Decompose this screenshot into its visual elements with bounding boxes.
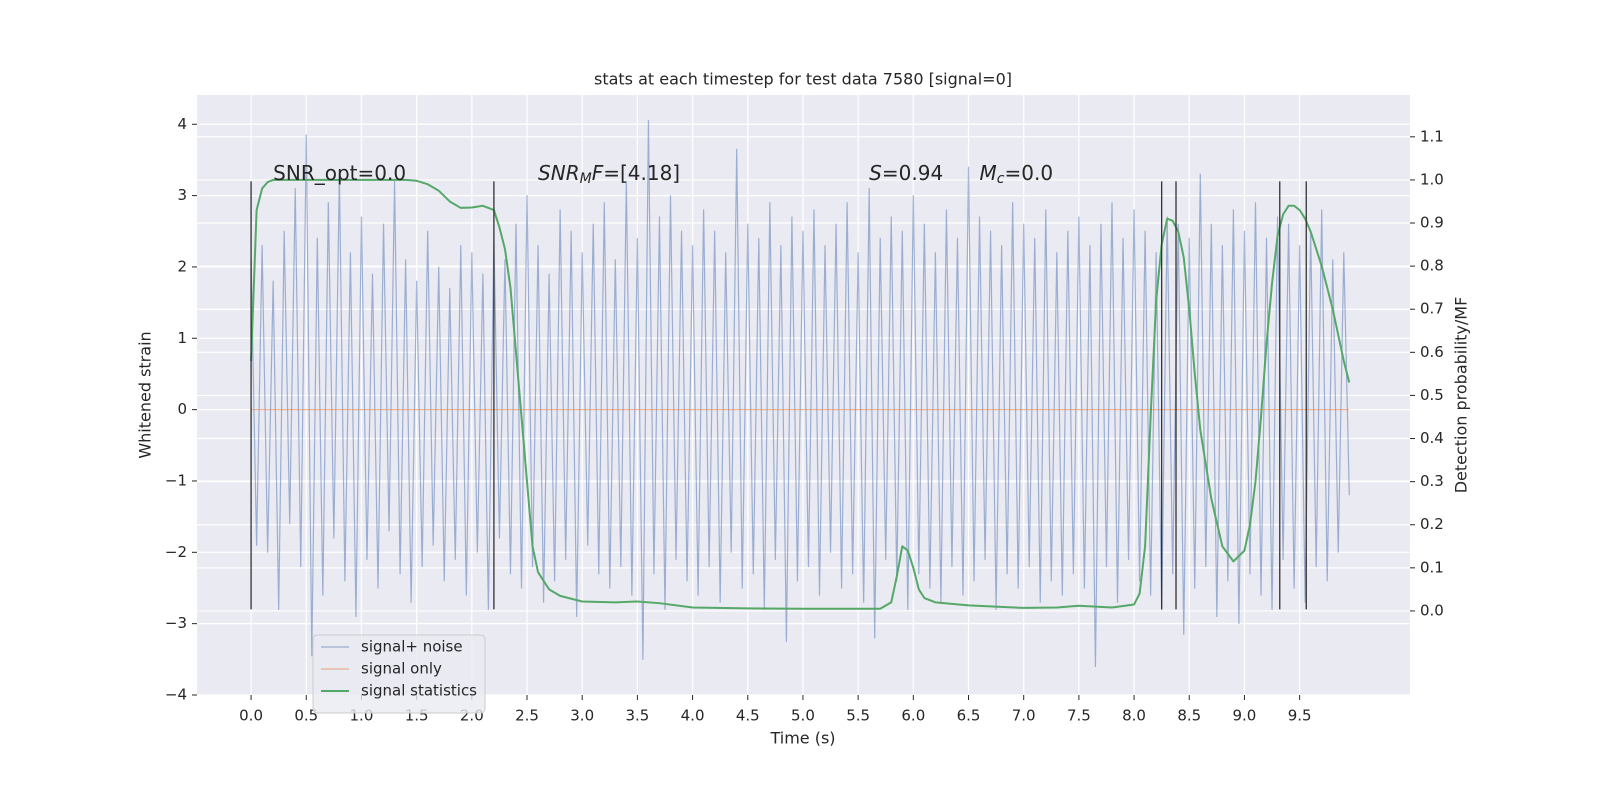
y-tick-label: −1: [165, 471, 187, 489]
y2-tick-label: 1.1: [1420, 127, 1444, 145]
y2-tick-label: 0.2: [1420, 515, 1444, 533]
annotation-part: SNR: [538, 161, 580, 185]
y2-tick-label: 0.0: [1420, 601, 1444, 619]
x-tick-label: 0.5: [294, 707, 318, 725]
y-tick-label: −3: [165, 614, 187, 632]
x-tick-label: 0.0: [239, 707, 263, 725]
y2-axis-label: Detection probability/MF: [1452, 297, 1471, 494]
x-tick-label: 3.0: [570, 707, 594, 725]
x-tick-label: 6.5: [957, 707, 981, 725]
y2-tick-label: 0.4: [1420, 429, 1444, 447]
annotation-part: =[4.18]: [603, 161, 680, 185]
annotation-part: S: [869, 161, 882, 185]
y-tick-label: −2: [165, 543, 187, 561]
series-line: [250, 178, 1351, 610]
y-tick-label: 2: [177, 257, 187, 275]
x-tick-label: 6.0: [901, 707, 925, 725]
x-tick-label: 7.5: [1067, 707, 1091, 725]
y-tick-label: 0: [177, 400, 187, 418]
annotation: Mc=0.0: [980, 161, 1054, 188]
x-tick-label: 8.5: [1177, 707, 1201, 725]
annotation: SNR_opt=0.0: [273, 161, 406, 185]
legend-label: signal only: [361, 660, 442, 678]
y2-tick-label: 0.5: [1420, 386, 1444, 404]
grid: [197, 95, 1410, 696]
series-line: [250, 120, 1350, 668]
annotation-part: SNR_opt=0.0: [273, 161, 406, 185]
y2-tick-label: 1.0: [1420, 170, 1444, 188]
annotation-part: =0.94: [882, 161, 943, 185]
legend-label: signal+ noise: [361, 638, 463, 656]
x-tick-label: 5.0: [791, 707, 815, 725]
y-tick-label: 3: [177, 186, 187, 204]
y2-tick-label: 0.1: [1420, 558, 1444, 576]
x-tick-label: 5.5: [846, 707, 870, 725]
annotation-part: F: [592, 161, 604, 185]
x-tick-label: 7.0: [1012, 707, 1036, 725]
legend-box: [312, 634, 486, 714]
y-axis-label: Whitened strain: [136, 331, 155, 458]
y2-tick-label: 0.3: [1420, 472, 1444, 490]
y-tick-label: 4: [177, 115, 187, 133]
annotation-part: =0.0: [1005, 161, 1054, 185]
x-tick-label: 8.0: [1122, 707, 1146, 725]
annotation-part: M: [980, 161, 997, 185]
x-axis-label: Time (s): [769, 729, 835, 748]
x-tick-label: 4.5: [736, 707, 760, 725]
chart-title: stats at each timestep for test data 758…: [594, 70, 1012, 89]
x-tick-label: 9.0: [1233, 707, 1257, 725]
y-tick-label: 1: [177, 329, 187, 347]
y-tick-label: −4: [165, 686, 187, 704]
y2-tick-label: 0.7: [1420, 300, 1444, 318]
y2-tick-label: 0.9: [1420, 214, 1444, 232]
annotation: S=0.94: [869, 161, 943, 185]
x-tick-label: 9.5: [1288, 707, 1312, 725]
x-tick-label: 3.5: [625, 707, 649, 725]
annotation-part: c: [997, 171, 1005, 187]
x-tick-label: 2.5: [515, 707, 539, 725]
annotation-part: M: [580, 171, 592, 187]
y2-tick-label: 0.6: [1420, 343, 1444, 361]
x-tick-label: 4.0: [681, 707, 705, 725]
legend-label: signal statistics: [361, 682, 477, 700]
annotation: SNRMF=[4.18]: [538, 161, 680, 188]
y2-tick-label: 0.8: [1420, 257, 1444, 275]
